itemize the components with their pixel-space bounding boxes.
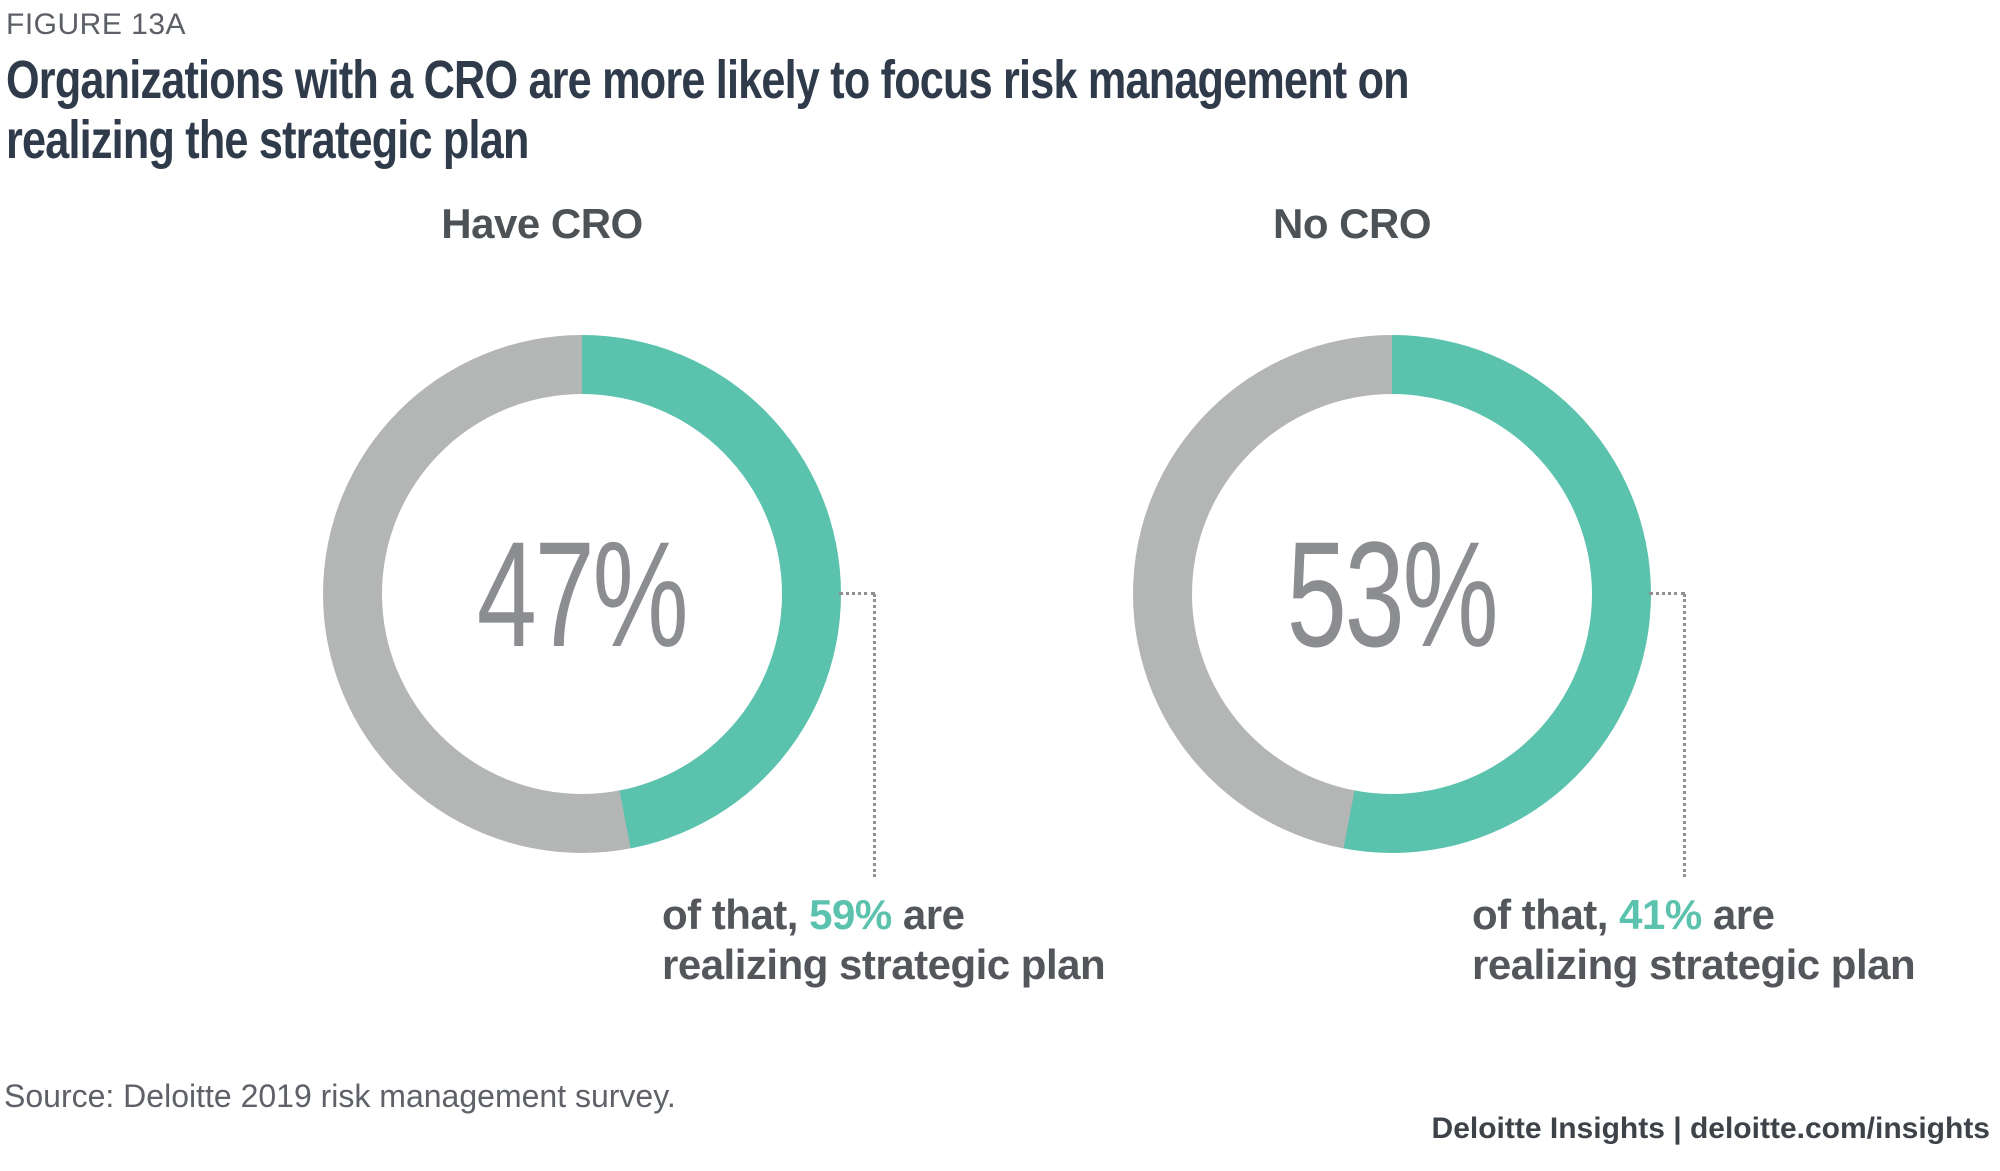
donut-value-have-cro: 47% [477,510,689,678]
donut-chart-have-cro: Have CRO 47% of that, 59% are realizing … [323,200,1106,1000]
donut-value-no-cro: 53% [1287,510,1499,678]
annotation-highlight: 41% [1619,891,1702,938]
annotation-highlight: 59% [809,891,892,938]
annotation-no-cro: of that, 41% are realizing strategic pla… [1472,890,1932,991]
figure-title-line1: Organizations with a CRO are more likely… [6,50,1410,110]
chart-title-no-cro: No CRO [1273,200,1432,247]
deloitte-insights-footer-link[interactable]: Deloitte Insights | deloitte.com/insight… [1431,1112,1990,1145]
donut-ring-have-cro: 47% [323,335,841,853]
leader-line-horizontal [1649,592,1685,595]
donut-hole: 53% [1192,394,1592,794]
leader-line-horizontal [839,592,875,595]
annotation-have-cro: of that, 59% are realizing strategic pla… [662,890,1122,991]
donut-chart-no-cro: No CRO 53% of that, 41% are realizing st… [1133,200,1916,1000]
annotation-suffix: are realizing strategic plan [662,891,1106,989]
annotation-suffix: are realizing strategic plan [1472,891,1916,989]
donut-ring-no-cro: 53% [1133,335,1651,853]
figure-title: Organizations with a CRO are more likely… [6,50,1410,171]
annotation-prefix: of that, [1472,891,1620,938]
figure-label: FIGURE 13A [6,8,187,41]
chart-title-have-cro: Have CRO [441,200,643,247]
leader-line-vertical [873,594,876,877]
figure-title-line2: realizing the strategic plan [6,110,529,171]
source-note: Source: Deloitte 2019 risk management su… [4,1078,676,1114]
annotation-prefix: of that, [662,891,810,938]
leader-line-vertical [1683,594,1686,877]
donut-hole: 47% [382,394,782,794]
